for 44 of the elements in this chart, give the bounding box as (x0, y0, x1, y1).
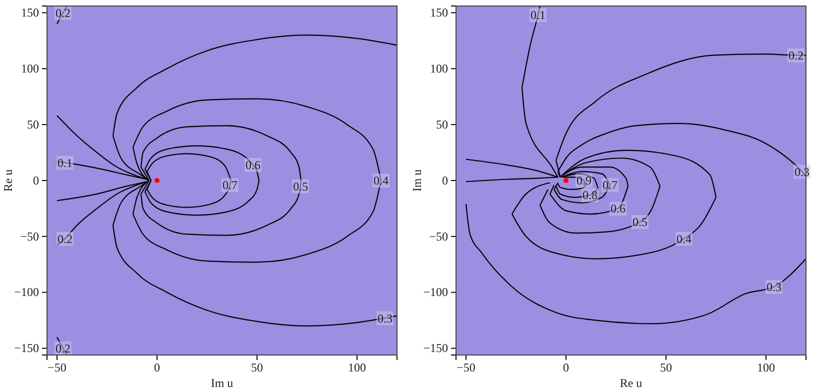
y-tick-label: 0 (33, 173, 39, 188)
x-axis-title: Re u (620, 376, 642, 390)
x-tick-label: 50 (660, 360, 672, 375)
x-tick-label: −50 (48, 360, 66, 375)
x-tick-label: 100 (348, 360, 366, 375)
y-tick-label: 0 (442, 173, 448, 188)
y-tick-label: −150 (14, 341, 39, 356)
annotation: 0.3 (766, 280, 782, 294)
y-tick-label: −100 (14, 285, 39, 300)
annotation: 0.5 (293, 179, 308, 194)
y-axis-title: Im u (410, 169, 424, 192)
y-tick-label: 100 (21, 61, 39, 76)
x-tick-label: 50 (251, 360, 263, 375)
y-tick-label: 50 (436, 117, 448, 132)
y-tick-label: 150 (430, 6, 448, 20)
x-axis-title: Im u (210, 376, 234, 390)
y-tick-label: −150 (423, 341, 448, 356)
annotation: 0.4 (676, 232, 692, 246)
annotation: 0.6 (610, 202, 626, 216)
annotation: 0.2 (56, 341, 70, 356)
annotation: 0.1 (58, 156, 72, 170)
annotation: 0.2 (58, 232, 72, 246)
annotation: 0.7 (602, 178, 618, 192)
x-tick-label: 0 (154, 360, 160, 375)
x-tick-label: −50 (456, 360, 476, 375)
x-tick-label: 0 (563, 360, 569, 375)
y-tick-label: −50 (20, 229, 39, 244)
annotation: 0.2 (56, 6, 70, 20)
x-tick-label: 100 (757, 360, 775, 375)
annotation: 0.6 (246, 158, 260, 172)
annotation: 0.4 (374, 174, 388, 188)
y-tick-label: −100 (423, 285, 448, 300)
y-axis-title: Re u (1, 169, 15, 192)
annotation: 0.1 (530, 8, 546, 22)
annotation: 0.7 (222, 178, 238, 192)
y-tick-label: 150 (21, 6, 39, 20)
y-tick-label: 50 (27, 117, 39, 132)
annotation: 0.9 (576, 174, 592, 188)
annotation: 0.5 (632, 215, 648, 230)
annotation: 0.3 (378, 311, 392, 326)
y-tick-label: −50 (429, 229, 448, 244)
y-tick-label: 100 (430, 61, 448, 76)
annotation: 0.2 (788, 48, 804, 62)
annotation: 0.8 (582, 188, 598, 202)
